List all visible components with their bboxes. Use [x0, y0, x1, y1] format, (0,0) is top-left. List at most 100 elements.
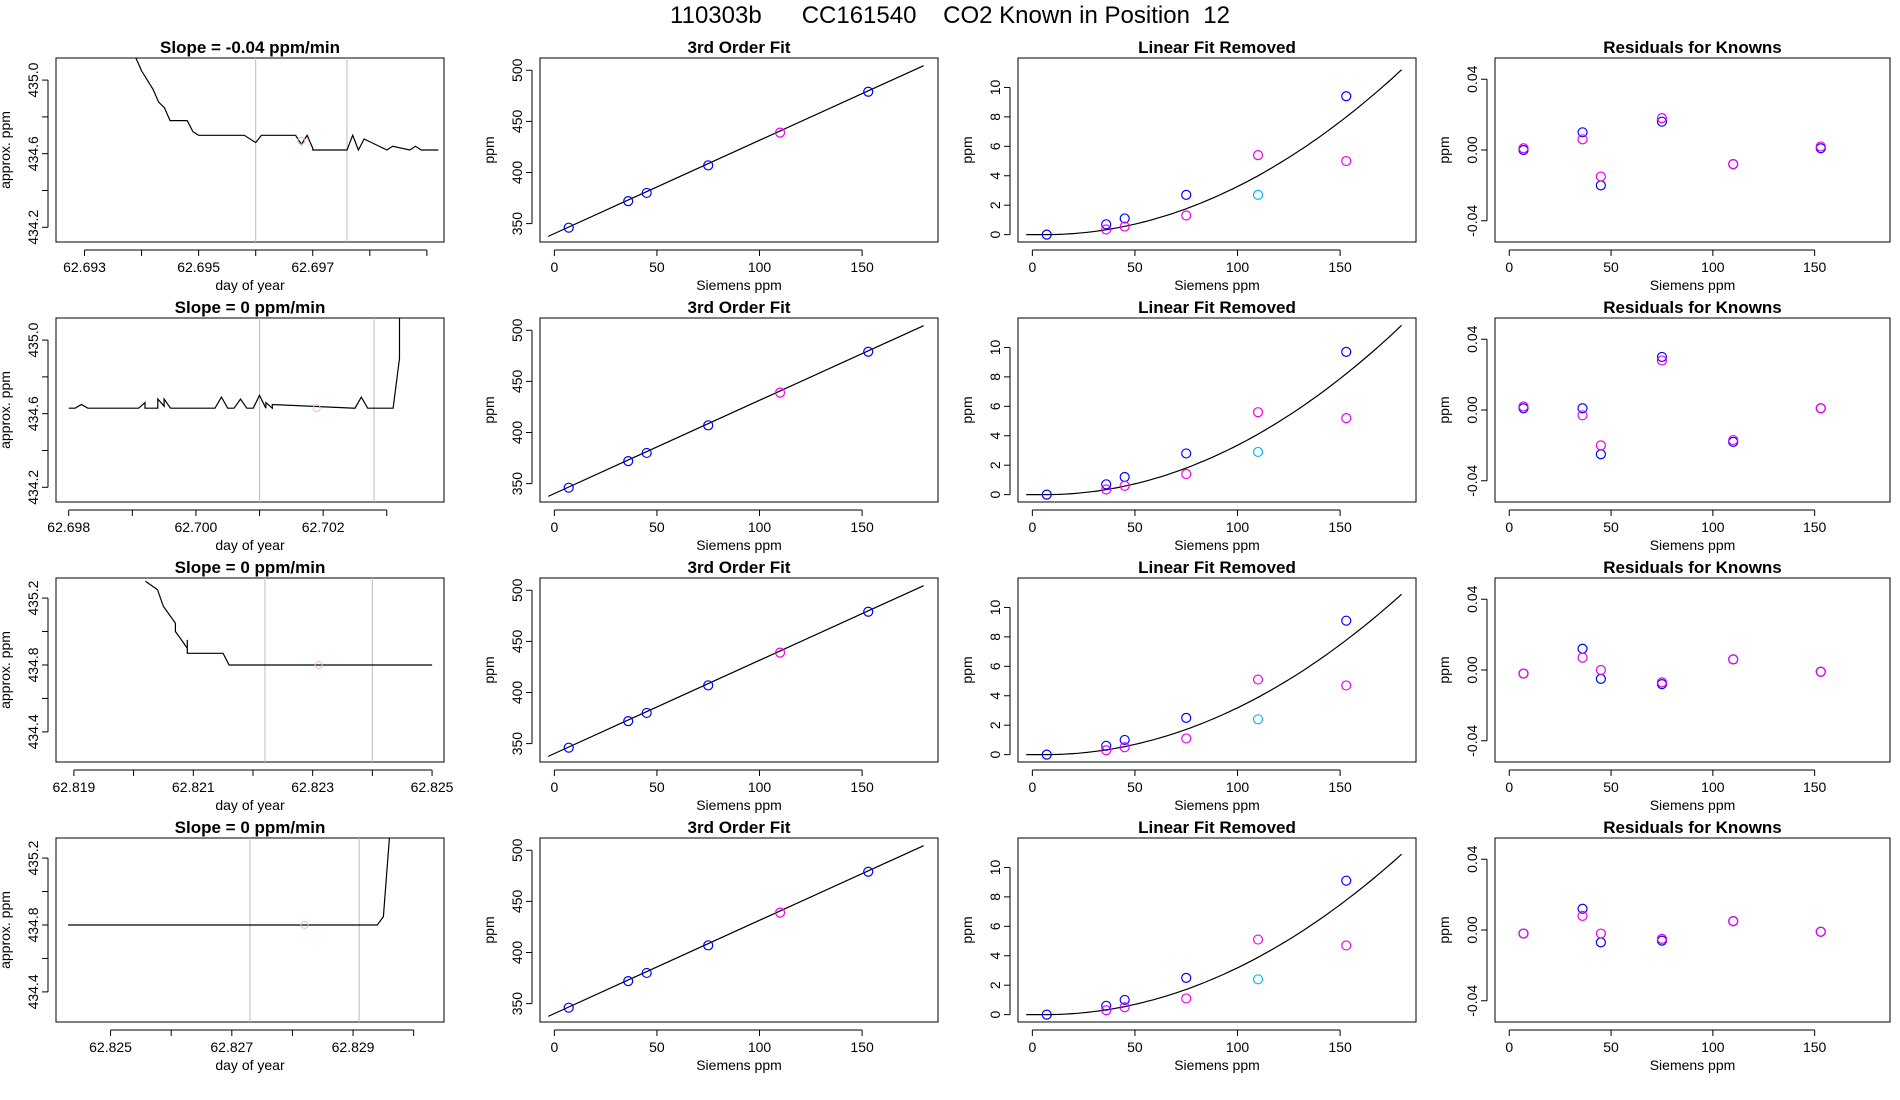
- x-tick-label: 150: [1328, 259, 1352, 275]
- data-point: [1518, 928, 1529, 939]
- x-tick-label: 100: [748, 779, 772, 795]
- y-tick-label: 500: [509, 578, 525, 602]
- data-line: [68, 838, 390, 926]
- x-tick-label: 0: [1028, 779, 1036, 795]
- data-point: [1815, 141, 1826, 152]
- panel-title: Slope = 0 ppm/min: [175, 818, 326, 837]
- data-point: [1577, 403, 1588, 414]
- data-point: [1341, 91, 1352, 102]
- x-tick-label: 0: [1028, 1039, 1036, 1055]
- data-point: [1101, 745, 1112, 756]
- plot-frame: [1494, 577, 1891, 763]
- plot-frame: [1494, 837, 1891, 1023]
- data-point: [623, 456, 634, 467]
- y-tick-label: 400: [509, 681, 525, 705]
- y-tick-label: 0: [987, 1011, 1003, 1019]
- y-tick-label: 8: [987, 373, 1003, 381]
- chart-panel-0-2: Linear Fit Removed 0 50 100 150 Siemens ppm 0 2…: [959, 38, 1417, 293]
- mean-marker: [312, 404, 321, 413]
- y-tick-label: 434.4: [25, 974, 41, 1009]
- data-point: [1119, 471, 1130, 483]
- chart-panel-1-1: 3rd Order Fit 0 50 100 150 Siemens ppm 350 400 4…: [481, 298, 939, 553]
- y-axis-label: ppm: [959, 916, 975, 943]
- data-point: [863, 86, 874, 97]
- data-point: [1595, 673, 1606, 684]
- y-tick-label: 500: [509, 318, 525, 342]
- x-tick-label: 100: [1701, 259, 1725, 275]
- y-axis-label: ppm: [481, 396, 497, 423]
- plot-area: [1518, 643, 1826, 690]
- x-tick-label: 62.697: [291, 259, 334, 275]
- data-point: [1595, 180, 1606, 191]
- x-tick-label: 0: [1028, 519, 1036, 535]
- x-tick-label: 150: [1803, 519, 1827, 535]
- data-point: [774, 907, 786, 918]
- data-point: [623, 976, 634, 987]
- data-point: [1252, 150, 1264, 161]
- x-axis-label: day of year: [215, 537, 285, 553]
- x-tick-label: 50: [1603, 779, 1619, 795]
- y-tick-label: 500: [509, 838, 525, 862]
- panel-title: Slope = -0.04 ppm/min: [160, 38, 340, 57]
- y-tick-label: 0.00: [1464, 396, 1480, 423]
- x-axis-label: Siemens ppm: [696, 797, 782, 813]
- y-axis-label: ppm: [481, 656, 497, 683]
- data-point: [1181, 733, 1192, 744]
- data-point: [1119, 994, 1130, 1006]
- plot-area: [145, 578, 433, 762]
- y-axis-label: ppm: [959, 656, 975, 683]
- x-axis-label: Siemens ppm: [1174, 797, 1260, 813]
- data-line: [68, 318, 401, 410]
- chart-panel-1-0: Slope = 0 ppm/min 62.698 62.700 62.702 day o…: [0, 298, 445, 553]
- data-point: [1341, 875, 1352, 886]
- plot-frame: [55, 317, 445, 503]
- x-tick-label: 50: [1127, 259, 1143, 275]
- data-point: [1518, 143, 1529, 154]
- fit-curve: [1026, 69, 1403, 236]
- x-tick-label: 100: [1226, 259, 1250, 275]
- data-point: [1815, 403, 1826, 414]
- data-point: [1595, 928, 1606, 939]
- x-tick-label: 150: [1328, 519, 1352, 535]
- y-tick-label: 500: [509, 58, 525, 82]
- plot-area: [135, 58, 439, 242]
- y-axis-label: approx. ppm: [0, 371, 13, 449]
- y-tick-label: 435.2: [25, 840, 41, 875]
- x-tick-label: 150: [1328, 1039, 1352, 1055]
- panel-title: Residuals for Knowns: [1603, 38, 1782, 57]
- plot-area: [547, 585, 924, 757]
- x-tick-label: 0: [550, 779, 558, 795]
- y-tick-label: 6: [987, 142, 1003, 150]
- x-tick-label: 0: [1505, 1039, 1513, 1055]
- plot-area: [1026, 69, 1403, 240]
- x-tick-label: 62.825: [411, 779, 454, 795]
- data-point: [1252, 934, 1264, 945]
- x-tick-label: 50: [1603, 259, 1619, 275]
- data-point: [703, 940, 714, 951]
- y-tick-label: 450: [509, 369, 525, 393]
- y-tick-label: 434.2: [25, 470, 41, 505]
- chart-panel-0-1: 3rd Order Fit 0 50 100 150 Siemens ppm 350 400 4…: [481, 38, 939, 293]
- plot-frame: [1494, 57, 1891, 243]
- plot-area: [1518, 903, 1826, 948]
- y-tick-label: 0.00: [1464, 656, 1480, 683]
- y-tick-label: 450: [509, 109, 525, 133]
- data-point: [623, 196, 634, 207]
- x-tick-label: 0: [1505, 779, 1513, 795]
- panel-title: Residuals for Knowns: [1603, 818, 1782, 837]
- data-point: [1341, 155, 1352, 167]
- panel-title: Residuals for Knowns: [1603, 558, 1782, 577]
- data-point: [1041, 1009, 1052, 1020]
- data-point: [1101, 224, 1112, 235]
- data-point: [641, 967, 652, 979]
- data-point: [1041, 489, 1052, 500]
- x-tick-label: 62.823: [291, 779, 334, 795]
- x-tick-label: 50: [1603, 1039, 1619, 1055]
- y-tick-label: 6: [987, 402, 1003, 410]
- y-axis-label: ppm: [481, 916, 497, 943]
- panel-title: 3rd Order Fit: [688, 818, 791, 837]
- x-tick-label: 100: [748, 1039, 772, 1055]
- x-tick-label: 100: [1226, 779, 1250, 795]
- chart-panel-1-3: Residuals for Knowns 0 50 100 150 Siemens ppm…: [1436, 298, 1891, 553]
